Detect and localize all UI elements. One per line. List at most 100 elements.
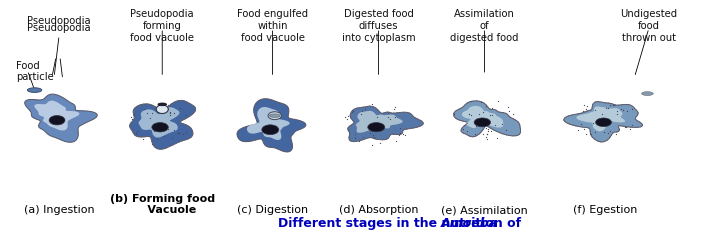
Point [596,113,608,116]
Point [166,136,177,139]
Point [485,113,496,117]
Polygon shape [356,111,402,133]
Text: (e) Assimilation: (e) Assimilation [441,205,528,215]
Point [162,103,174,106]
Point [500,128,511,132]
Point [465,113,477,117]
Point [367,133,379,137]
Point [384,117,396,121]
Polygon shape [462,106,503,128]
Point [364,131,376,135]
Point [394,126,405,130]
Point [355,112,367,116]
Point [470,124,482,128]
Point [131,131,142,135]
Point [616,107,627,111]
Polygon shape [576,106,625,131]
Point [146,142,157,146]
Point [397,132,409,135]
Polygon shape [247,107,290,140]
Ellipse shape [49,116,65,125]
Point [357,135,368,139]
Polygon shape [138,107,180,138]
Point [144,117,156,120]
Point [480,135,492,139]
Point [589,130,601,134]
Point [580,132,591,136]
Point [598,130,610,134]
Ellipse shape [368,123,385,132]
Point [464,112,475,116]
Point [149,128,161,132]
Point [477,110,488,114]
Point [489,123,500,127]
Ellipse shape [474,118,490,127]
Point [617,108,629,112]
Point [572,128,583,132]
Point [503,109,515,113]
Point [604,103,616,107]
Point [448,112,459,116]
Polygon shape [348,106,423,142]
Point [475,100,487,104]
Point [345,113,356,117]
Point [602,106,614,110]
Point [342,128,354,132]
Point [578,104,590,107]
Point [148,129,159,132]
Point [473,112,485,115]
Point [151,138,162,141]
Point [492,99,504,103]
Point [486,113,497,117]
Point [158,134,169,137]
Point [482,129,494,133]
Circle shape [27,88,42,92]
Point [393,133,404,137]
Point [622,109,633,113]
Point [371,115,383,119]
Point [128,112,139,116]
Text: Pseudopodia: Pseudopodia [27,16,91,26]
Point [181,130,193,134]
Point [174,106,186,110]
Point [158,127,169,131]
Ellipse shape [152,123,168,132]
Point [603,122,615,125]
Point [578,109,589,113]
Text: Food
particle: Food particle [16,61,53,82]
Text: Assimilation
of
digested food: Assimilation of digested food [450,9,519,43]
Text: (c) Digestion: (c) Digestion [237,205,308,215]
Point [482,128,494,131]
Ellipse shape [262,125,279,135]
Point [350,132,361,135]
Point [164,114,176,117]
Text: (d) Absorption: (d) Absorption [339,205,418,215]
Point [477,132,488,136]
Point [341,118,353,121]
Point [575,123,587,126]
Point [356,109,368,113]
Point [137,137,149,141]
Point [607,103,619,107]
Point [353,139,365,143]
Text: (f) Egestion: (f) Egestion [573,205,638,215]
Point [611,109,622,113]
Point [613,127,624,131]
Point [480,126,492,130]
Point [585,132,596,136]
Point [382,115,394,119]
Point [375,141,386,145]
Point [125,115,137,119]
Point [146,111,157,115]
Point [469,132,481,136]
Point [627,107,638,111]
Point [370,128,381,132]
Point [463,112,474,116]
Text: Pseudopodia: Pseudopodia [27,23,91,33]
Ellipse shape [268,112,281,120]
Polygon shape [454,101,521,137]
Point [168,128,180,132]
Point [173,132,185,135]
Polygon shape [237,99,306,152]
Point [485,129,496,133]
